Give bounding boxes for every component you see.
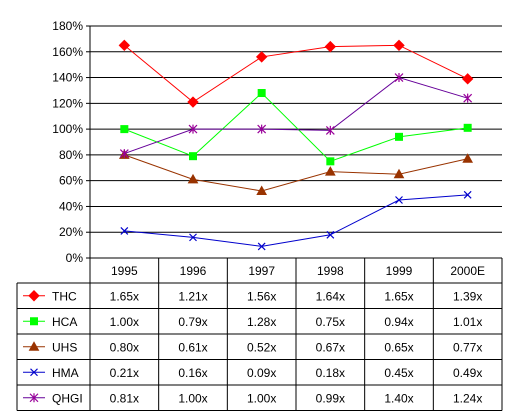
x-category-label: 1998 [317, 264, 344, 278]
data-point-uhs [462, 153, 474, 163]
y-tick-label: 0% [66, 251, 84, 265]
y-tick-label: 100% [52, 122, 83, 136]
data-point-hca [326, 157, 335, 166]
table-cell-qhgi: 1.00x [178, 391, 207, 405]
x-category-label: 1997 [248, 264, 275, 278]
data-point-qhgi [325, 125, 335, 135]
table-cell-hma: 0.21x [110, 366, 139, 380]
y-tick-label: 120% [52, 96, 83, 110]
legend-label-thc: THC [52, 289, 77, 303]
plot-area [90, 26, 502, 258]
data-point-hma [463, 190, 472, 199]
table-cell-uhs: 0.61x [178, 340, 207, 354]
data-point-hma [189, 233, 197, 242]
table-cell-thc: 1.21x [178, 289, 207, 303]
table-cell-uhs: 0.65x [384, 340, 413, 354]
data-point-hma [395, 196, 403, 204]
data-point-qhgi [463, 93, 473, 103]
legend-marker-qhgi [29, 393, 39, 403]
data-point-hca [395, 132, 403, 141]
x-category-label: 2000E [450, 264, 485, 278]
y-tick-label: 40% [59, 199, 83, 213]
table-cell-hma: 0.45x [384, 366, 413, 380]
x-category-label: 1995 [111, 264, 138, 278]
table-cell-hca: 1.01x [453, 315, 482, 329]
series-qhgi [119, 73, 473, 159]
series-line-qhgi [124, 77, 468, 155]
series-line-uhs [124, 154, 468, 192]
data-point-thc [118, 39, 131, 52]
table-cell-hma: 0.16x [178, 366, 207, 380]
y-tick-label: 160% [52, 45, 83, 59]
table-cell-qhgi: 0.99x [316, 391, 345, 405]
table-cell-qhgi: 1.40x [384, 391, 413, 405]
series-thc [118, 39, 474, 108]
x-category-label: 1996 [180, 264, 207, 278]
series-hca [120, 89, 472, 166]
data-point-hca [463, 123, 472, 132]
table-cell-hca: 0.75x [316, 315, 345, 329]
legend-label-uhs: UHS [52, 340, 77, 354]
series-hma [120, 190, 472, 251]
data-point-thc [324, 40, 337, 53]
table-cell-hma: 0.49x [453, 366, 482, 380]
data-point-uhs [324, 166, 336, 176]
table-cell-thc: 1.39x [453, 289, 482, 303]
legend-label-qhgi: QHGI [52, 391, 83, 405]
data-point-hma [257, 242, 266, 251]
data-point-hma [326, 230, 335, 239]
data-point-qhgi [394, 73, 404, 83]
legend-marker-hca [30, 317, 38, 326]
table-cell-thc: 1.65x [384, 289, 413, 303]
table-cell-uhs: 0.52x [247, 340, 276, 354]
data-point-hma [120, 227, 129, 235]
data-point-hca [189, 152, 197, 161]
data-point-qhgi [188, 124, 198, 134]
data-point-thc [461, 73, 474, 85]
data-point-thc [255, 51, 268, 63]
legend-marker-hma [30, 368, 38, 377]
legend-label-hca: HCA [52, 315, 77, 329]
table-cell-hma: 0.18x [316, 366, 345, 380]
table-cell-thc: 1.56x [247, 289, 276, 303]
y-tick-label: 180% [52, 19, 83, 33]
legend-marker-uhs [28, 341, 40, 351]
data-point-thc [187, 96, 199, 108]
data-point-hca [120, 125, 129, 134]
data-point-thc [393, 39, 405, 52]
data-point-uhs [187, 173, 199, 184]
legend-marker-thc [28, 290, 40, 302]
table-cell-hca: 0.79x [178, 315, 207, 329]
series-line-thc [124, 44, 468, 103]
legend-label-hma: HMA [52, 366, 79, 380]
series-line-hca [124, 92, 468, 162]
y-tick-label: 140% [52, 71, 83, 85]
data-point-uhs [256, 185, 268, 195]
y-tick-label: 80% [59, 148, 83, 162]
table-cell-hma: 0.09x [247, 366, 276, 380]
y-tick-label: 60% [59, 174, 83, 188]
y-tick-label: 20% [59, 225, 83, 239]
data-point-uhs [393, 168, 405, 179]
table-cell-thc: 1.64x [316, 289, 345, 303]
table-cell-qhgi: 1.00x [247, 391, 276, 405]
table-cell-qhgi: 1.24x [453, 391, 482, 405]
series-line-hma [124, 194, 468, 247]
table-cell-uhs: 0.67x [316, 340, 345, 354]
data-point-qhgi [257, 124, 267, 134]
data-point-qhgi [119, 149, 129, 159]
x-category-label: 1999 [386, 264, 413, 278]
table-cell-hca: 0.94x [384, 315, 413, 329]
table-cell-thc: 1.65x [110, 289, 139, 303]
table-cell-hca: 1.00x [110, 315, 139, 329]
table-cell-uhs: 0.77x [453, 340, 482, 354]
table-cell-hca: 1.28x [247, 315, 276, 329]
series-uhs [118, 149, 474, 195]
table-cell-qhgi: 0.81x [110, 391, 139, 405]
table-cell-uhs: 0.80x [110, 340, 139, 354]
data-point-hca [257, 89, 266, 98]
